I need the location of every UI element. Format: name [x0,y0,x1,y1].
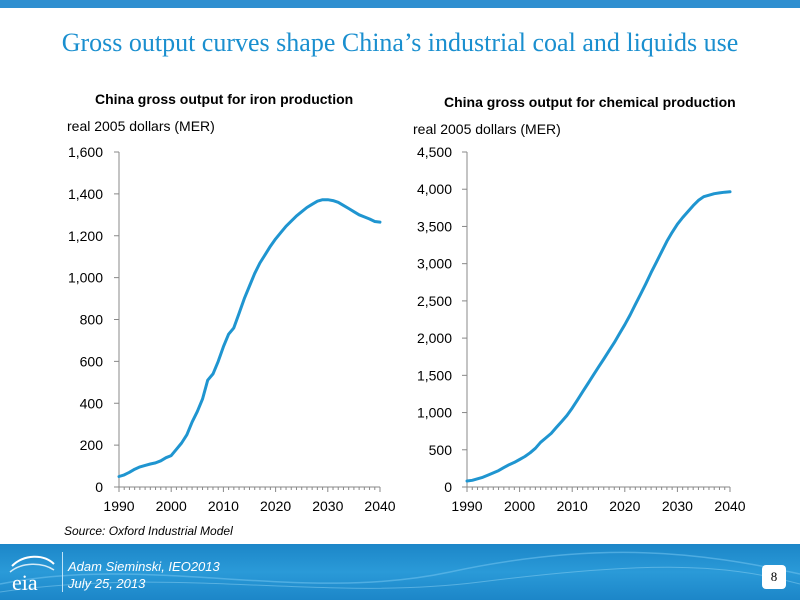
page-number: 8 [762,565,786,589]
y-tick-label-chemical: 3,000 [417,256,452,272]
y-tick-label-iron: 400 [80,395,104,411]
footer-bar [0,544,800,600]
footer-divider [62,552,63,592]
presentation-date: July 25, 2013 [68,576,146,591]
series-line-chemical [465,190,732,483]
slide-title: Gross output curves shape China’s indust… [61,28,739,57]
y-tick-label-iron: 1,000 [68,270,103,286]
y-tick-label-chemical: 500 [429,442,453,458]
presenter-name: Adam Sieminski, IEO2013 [68,559,220,574]
y-axis-unit-chemical: real 2005 dollars (MER) [413,121,561,137]
chart-title-iron: China gross output for iron production [95,91,354,107]
x-tick-label-chemical: 2030 [662,498,693,514]
y-tick-label-chemical: 4,500 [417,144,452,160]
charts-canvas: 0 200 400 600 800 1,000 1,200 1,400 1,600 1990 200… [68,144,746,514]
x-tick-label-iron: 2010 [208,498,239,514]
y-tick-label-iron: 1,200 [68,228,103,244]
source-note: Source: Oxford Industrial Model [64,524,233,538]
x-tick-label-iron: 2030 [312,498,343,514]
x-tick-label-iron: 2000 [156,498,187,514]
x-tick-label-iron: 2020 [260,498,291,514]
y-tick-label-iron: 0 [95,479,103,495]
y-axis-unit-iron: real 2005 dollars (MER) [67,118,215,134]
series-line-iron [117,198,382,478]
y-tick-label-iron: 600 [80,353,104,369]
y-tick-label-iron: 800 [80,312,104,328]
x-tick-label-chemical: 2040 [714,498,745,514]
x-tick-label-iron: 1990 [103,498,134,514]
eia-logo: eia [9,555,55,595]
y-tick-label-iron: 1,400 [68,186,103,202]
y-tick-label-chemical: 2,500 [417,293,452,309]
y-tick-label-chemical: 2,000 [417,330,452,346]
x-tick-label-chemical: 2000 [504,498,535,514]
x-tick-label-chemical: 1990 [451,498,482,514]
logo-text: eia [12,570,38,595]
y-tick-label-chemical: 0 [444,479,452,495]
y-tick-label-iron: 1,600 [68,144,103,160]
y-tick-label-chemical: 1,500 [417,367,452,383]
x-tick-label-chemical: 2010 [557,498,588,514]
x-tick-label-chemical: 2020 [609,498,640,514]
y-tick-label-iron: 200 [80,437,104,453]
x-tick-label-iron: 2040 [364,498,395,514]
footer-wave-decoration [0,551,800,593]
y-tick-label-chemical: 1,000 [417,405,452,421]
y-tick-label-chemical: 3,500 [417,218,452,234]
y-tick-label-chemical: 4,000 [417,181,452,197]
chart-title-chemical: China gross output for chemical producti… [444,94,736,110]
top-accent-bar [0,0,800,8]
